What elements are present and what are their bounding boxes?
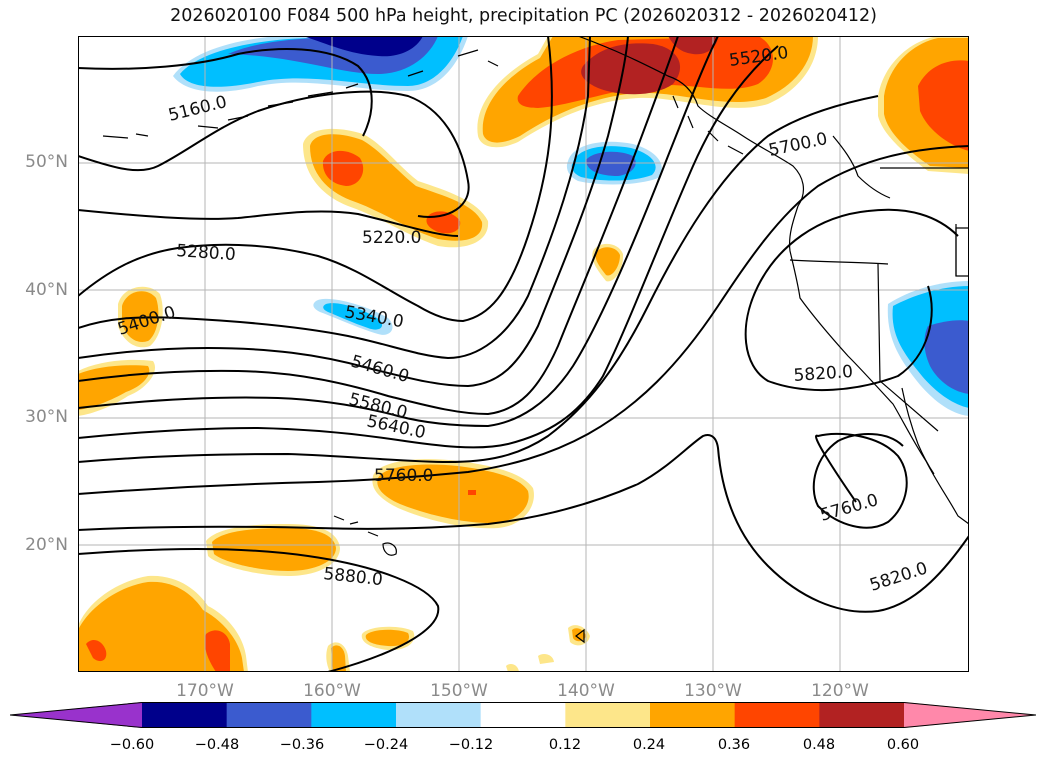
lon-label: 160°W bbox=[303, 681, 361, 701]
colorbar-segment bbox=[734, 702, 820, 728]
colorbar-segment bbox=[226, 702, 312, 728]
colorbar-segment bbox=[565, 702, 651, 728]
lon-label: 170°W bbox=[176, 681, 234, 701]
colorbar-outline bbox=[10, 702, 1036, 728]
lon-label: 150°W bbox=[430, 681, 488, 701]
contour-label: 5160.0 bbox=[166, 92, 229, 126]
colorbar-tick-label: −0.36 bbox=[279, 737, 325, 753]
precip-shading bbox=[78, 36, 969, 672]
contour-label: 5760.0 bbox=[374, 466, 433, 486]
lat-label: 30°N bbox=[25, 407, 68, 427]
colorbar-segment bbox=[396, 702, 482, 728]
colorbar-tick-label: −0.12 bbox=[448, 737, 494, 753]
lon-label: 120°W bbox=[811, 681, 869, 701]
colorbar-segment bbox=[904, 702, 1036, 728]
map-panel[interactable]: 5160.0 5220.0 5280.0 5340.0 5400.0 5460.… bbox=[78, 36, 969, 672]
gridlines bbox=[78, 36, 969, 672]
colorbar-tick-label: 0.60 bbox=[886, 737, 920, 753]
lat-label: 20°N bbox=[25, 535, 68, 555]
contour-label: 5820.0 bbox=[793, 362, 854, 386]
colorbar-tick-label: 0.48 bbox=[802, 737, 836, 753]
colorbar-segment bbox=[480, 702, 566, 728]
colorbar-tick-label: 0.36 bbox=[717, 737, 751, 753]
contour-label: 5280.0 bbox=[176, 241, 237, 265]
lon-label: 130°W bbox=[684, 681, 742, 701]
contour-label: 5640.0 bbox=[365, 411, 427, 443]
map-canvas: 5160.0 5220.0 5280.0 5340.0 5400.0 5460.… bbox=[78, 36, 969, 672]
colorbar-segment bbox=[819, 702, 905, 728]
colorbar-segment bbox=[650, 702, 736, 728]
contour-label: 5220.0 bbox=[362, 228, 421, 248]
colorbar-tick-label: 0.12 bbox=[548, 737, 582, 753]
colorbar-tick-label: −0.24 bbox=[363, 737, 409, 753]
colorbar-tick-label: −0.48 bbox=[194, 737, 240, 753]
colorbar-segment bbox=[311, 702, 397, 728]
colorbar-tick-label: 0.24 bbox=[632, 737, 666, 753]
colorbar bbox=[10, 702, 1036, 728]
contour-label: 5760.0 bbox=[818, 490, 881, 526]
lon-label: 140°W bbox=[557, 681, 615, 701]
contour-label: 5700.0 bbox=[767, 129, 829, 161]
map-title: 2026020100 F084 500 hPa height, precipit… bbox=[170, 6, 877, 26]
contour-label: 5460.0 bbox=[349, 352, 412, 388]
lat-label: 50°N bbox=[25, 152, 68, 172]
coastlines bbox=[102, 36, 969, 644]
lat-label: 40°N bbox=[25, 280, 68, 300]
height-contours bbox=[78, 36, 969, 672]
colorbar-tick-label: −0.60 bbox=[109, 737, 155, 753]
colorbar-segment bbox=[10, 702, 142, 728]
colorbar-segment bbox=[142, 702, 228, 728]
colorbar-svg bbox=[10, 702, 1036, 728]
